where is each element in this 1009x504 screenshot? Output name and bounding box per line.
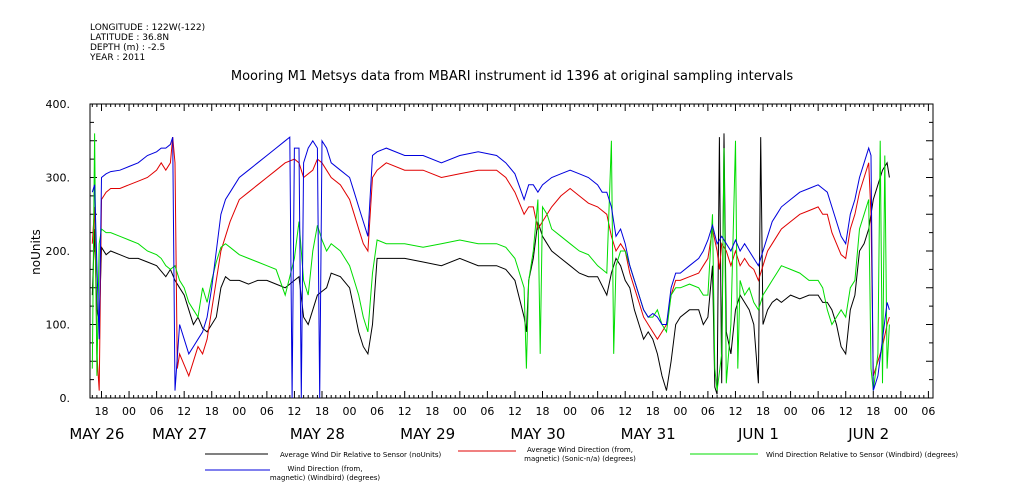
series-lines xyxy=(91,133,890,399)
y-axis-label: noUnits xyxy=(29,229,43,275)
y-tick-label: 0. xyxy=(60,392,71,405)
day-label: MAY 29 xyxy=(400,425,455,443)
y-tick-label: 400. xyxy=(46,98,71,111)
metadata-block: LONGITUDE : 122W(-122) LATITUDE : 36.8N … xyxy=(89,23,205,63)
x-tick-label: 18 xyxy=(866,405,880,418)
day-label: MAY 30 xyxy=(510,425,565,443)
meta-latitude: LATITUDE : 36.8N xyxy=(90,33,169,43)
y-tick-label: 300. xyxy=(46,172,71,185)
x-tick-label: 18 xyxy=(536,405,550,418)
day-label: JUN 2 xyxy=(847,425,889,443)
legend: Average Wind Dir Relative to Sensor (noU… xyxy=(205,446,958,482)
meta-longitude: LONGITUDE : 122W(-122) xyxy=(90,23,205,33)
x-tick-label: 12 xyxy=(287,405,301,418)
meta-year: YEAR : 2011 xyxy=(89,53,145,63)
series-line-2 xyxy=(91,137,890,391)
x-tick-label: 18 xyxy=(94,405,108,418)
legend-label-2: magnetic) (Sonic-n/a) (degrees) xyxy=(524,455,636,463)
x-tick-label: 18 xyxy=(205,405,219,418)
y-tick-label: 100. xyxy=(46,319,71,332)
legend-label-3: Wind Direction Relative to Sensor (Windb… xyxy=(766,451,958,459)
x-tick-label: 00 xyxy=(232,405,246,418)
meta-depth: DEPTH (m) : -2.5 xyxy=(90,43,165,53)
day-label: MAY 28 xyxy=(290,425,345,443)
series-line-4 xyxy=(91,136,890,399)
axis-ticks xyxy=(90,103,934,399)
x-tick-label: 06 xyxy=(591,405,605,418)
y-tick-labels: 0. 100. 200. 300. 400. xyxy=(46,98,71,405)
series-line-1 xyxy=(91,133,890,395)
x-tick-label: 12 xyxy=(508,405,522,418)
x-tick-label: 06 xyxy=(921,405,935,418)
x-tick-label: 00 xyxy=(784,405,798,418)
x-tick-labels: 18 00 06 12 18 00 06 12 18 00 06 12 18 00 06 12 18 00 06 12… xyxy=(94,405,935,418)
legend-label-4: Wind Direction (from, xyxy=(288,465,363,473)
day-labels: MAY 26 MAY 27 MAY 28 MAY 29 MAY 30 MAY 31 JUN … xyxy=(69,425,889,443)
x-tick-label: 18 xyxy=(315,405,329,418)
x-tick-label: 00 xyxy=(453,405,467,418)
x-tick-label: 06 xyxy=(811,405,825,418)
legend-label-2: Average Wind Direction (from, xyxy=(527,446,633,454)
x-tick-label: 18 xyxy=(646,405,660,418)
x-tick-label: 06 xyxy=(701,405,715,418)
day-label: MAY 27 xyxy=(152,425,207,443)
x-tick-label: 18 xyxy=(756,405,770,418)
series-line-3 xyxy=(91,133,890,391)
x-tick-label: 06 xyxy=(150,405,164,418)
day-label: MAY 31 xyxy=(621,425,676,443)
x-tick-label: 00 xyxy=(673,405,687,418)
day-label: JUN 1 xyxy=(737,425,779,443)
x-tick-label: 12 xyxy=(177,405,191,418)
x-tick-label: 18 xyxy=(425,405,439,418)
x-tick-label: 00 xyxy=(343,405,357,418)
x-tick-label: 06 xyxy=(480,405,494,418)
x-tick-label: 12 xyxy=(398,405,412,418)
x-tick-label: 00 xyxy=(894,405,908,418)
x-tick-label: 00 xyxy=(563,405,577,418)
legend-label-1: Average Wind Dir Relative to Sensor (noU… xyxy=(280,451,441,459)
x-tick-label: 12 xyxy=(618,405,632,418)
chart-title: Mooring M1 Metsys data from MBARI instru… xyxy=(231,69,793,84)
x-tick-label: 06 xyxy=(370,405,384,418)
legend-label-4: magnetic) (Windbird) (degrees) xyxy=(270,474,381,482)
x-tick-label: 00 xyxy=(122,405,136,418)
day-label: MAY 26 xyxy=(69,425,124,443)
x-tick-label: 12 xyxy=(728,405,742,418)
x-tick-label: 12 xyxy=(839,405,853,418)
x-tick-label: 06 xyxy=(260,405,274,418)
y-tick-label: 200. xyxy=(46,245,71,258)
